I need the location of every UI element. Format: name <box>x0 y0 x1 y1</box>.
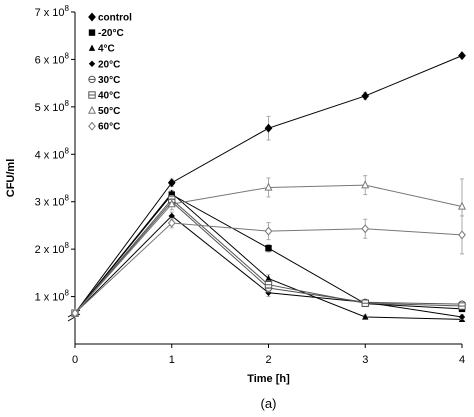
legend-marker <box>88 44 96 51</box>
legend-item: 30°C <box>88 75 120 86</box>
series-group <box>70 51 467 323</box>
y-tick-exponent: 8 <box>65 194 70 203</box>
legend-item: 60°C <box>88 121 120 133</box>
legend-marker <box>88 91 96 99</box>
y-tick-label: 1 x 108 <box>35 289 70 304</box>
data-point <box>168 189 175 196</box>
series-line <box>74 192 463 320</box>
data-point <box>168 212 175 220</box>
y-tick-label: 5 x 108 <box>35 99 70 114</box>
legend: control -20°C 4°C 20°C 30°C 40°C 50°C 60°C <box>87 12 132 133</box>
legend-marker <box>87 105 97 114</box>
series-7 <box>71 215 466 318</box>
legend-label: control <box>98 13 132 24</box>
y-tick-exponent: 8 <box>65 241 70 250</box>
data-point <box>362 313 369 320</box>
data-point <box>457 201 467 210</box>
legend-item: -20°C <box>88 28 124 39</box>
data-point <box>361 180 370 189</box>
legend-item: 40°C <box>88 91 120 102</box>
y-tick-label: 4 x 108 <box>35 146 70 161</box>
y-tick-exponent: 8 <box>65 289 70 298</box>
y-tick-mantissa: 2 x 10 <box>35 244 65 256</box>
legend-label: 40°C <box>98 91 120 102</box>
x-tick-label: 1 <box>169 354 175 366</box>
data-point <box>167 199 176 208</box>
series-1 <box>71 191 466 317</box>
series-5 <box>71 195 466 317</box>
data-point <box>361 91 370 101</box>
y-axis-title: CFU/ml <box>5 159 17 198</box>
data-point <box>361 224 370 234</box>
figure-caption: (a) <box>261 396 277 411</box>
data-point <box>265 244 272 252</box>
legend-label: 60°C <box>98 122 120 133</box>
legend-item: control <box>88 12 132 24</box>
data-point <box>264 226 273 236</box>
y-tick-exponent: 8 <box>65 99 70 108</box>
y-tick-mantissa: 5 x 10 <box>35 102 65 114</box>
data-point <box>458 230 466 240</box>
y-tick-mantissa: 7 x 10 <box>35 7 65 19</box>
y-tick-exponent: 8 <box>65 146 70 155</box>
legend-label: 20°C <box>98 59 120 70</box>
data-point <box>264 123 273 133</box>
y-tick-mantissa: 1 x 10 <box>35 292 65 304</box>
data-point <box>265 274 272 282</box>
legend-label: 50°C <box>98 106 120 117</box>
legend-marker <box>88 12 96 22</box>
legend-item: 20°C <box>88 59 120 70</box>
y-tick-exponent: 8 <box>65 4 70 13</box>
y-tick-label: 2 x 108 <box>35 241 70 256</box>
y-tick-mantissa: 3 x 10 <box>35 197 65 209</box>
data-point <box>361 299 369 307</box>
x-tick-label: 0 <box>72 354 78 366</box>
legend-item: 4°C <box>88 44 115 55</box>
y-tick-label: 3 x 108 <box>35 194 70 209</box>
y-tick-mantissa: 4 x 10 <box>35 149 65 161</box>
data-point <box>264 281 273 289</box>
y-tick-mantissa: 6 x 10 <box>35 54 65 66</box>
legend-label: 30°C <box>98 75 120 86</box>
x-tick-label: 3 <box>362 354 368 366</box>
legend-marker <box>88 75 96 84</box>
x-axis-title: Time [h] <box>247 373 290 385</box>
data-point <box>71 308 79 318</box>
y-tick-exponent: 8 <box>65 51 70 60</box>
legend-marker <box>88 29 96 36</box>
legend-label: 4°C <box>98 44 115 55</box>
legend-item: 50°C <box>87 105 120 117</box>
y-tick-label: 6 x 108 <box>35 51 70 66</box>
data-point <box>167 178 176 188</box>
data-point <box>458 302 466 310</box>
legend-marker <box>88 121 96 131</box>
series-2 <box>71 189 466 323</box>
legend-label: -20°C <box>98 28 124 39</box>
data-point <box>167 218 176 228</box>
x-tick-label: 2 <box>265 354 271 366</box>
x-tick-label: 4 <box>459 354 465 366</box>
data-point <box>264 182 273 191</box>
data-point <box>458 313 466 321</box>
data-point <box>458 51 466 61</box>
legend-marker <box>88 60 96 67</box>
y-tick-label: 7 x 108 <box>35 4 70 19</box>
